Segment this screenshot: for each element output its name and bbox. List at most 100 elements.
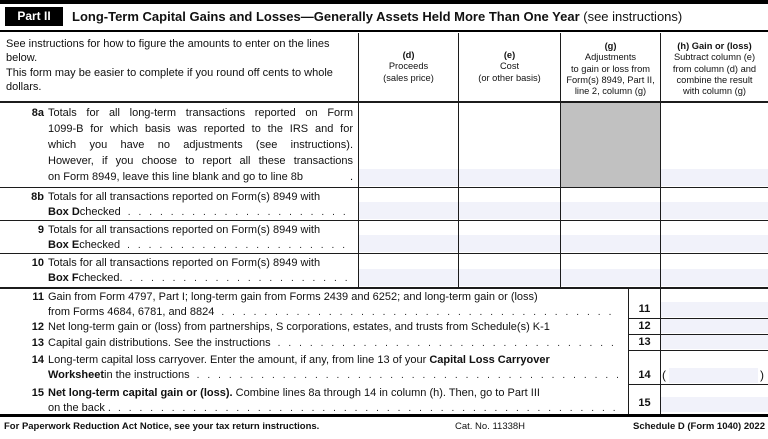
row-15-bold: Net long-term capital gain or (loss). [48,387,233,399]
grid-hline-12 [628,334,768,335]
column-header-e: (e) Cost (or other basis) [459,50,560,84]
row-10-dot-leader: . . . . . . . . . . . . . . . . . . . . … [129,273,349,284]
grid-vline-linenum-left [628,288,629,414]
grid-vline-d [358,33,359,288]
column-header-d: (d) Proceeds (sales price) [359,50,458,84]
row-13-line-box: 13 [638,336,651,348]
row-15-number: 15 [31,387,44,399]
amount-input-14[interactable] [669,368,758,383]
row-10-line2: Box F checked. . . . . . . . . . . . . . … [48,271,353,286]
part-title-text: Long-Term Capital Gains and Losses—Gener… [72,9,580,24]
amount-input-11[interactable] [661,302,768,317]
amount-input-10-cost[interactable] [459,269,560,286]
row-8a-line4: However, if you choose to report all the… [48,154,353,167]
grid-hline-11 [628,318,768,319]
amount-input-10-gain-loss[interactable] [661,269,768,286]
row-13-line1: Capital gain distributions. See the inst… [48,336,624,351]
row-10-line1: Totals for all transactions reported on … [48,257,321,269]
part-ii-badge: Part II [5,7,63,26]
row-11-line2: from Forms 4684, 6781, and 8824 . . . . .… [48,305,624,320]
amount-input-8a-gain-loss[interactable] [661,169,768,186]
row-9-number: 9 [37,224,44,236]
top-rule [0,0,768,4]
amount-input-9-cost[interactable] [459,235,560,252]
amount-input-10-adjustments[interactable] [561,269,660,286]
row-9-dot-leader: . . . . . . . . . . . . . . . . . . . . … [127,240,349,251]
row-8b-line2: Box D checked . . . . . . . . . . . . . .… [48,205,353,220]
column-header-g: (g) Adjustments to gain or loss from For… [561,41,660,97]
amount-input-8b-cost[interactable] [459,202,560,219]
row-9-box-label: Box E [48,239,80,251]
grid-hline-8b [0,220,768,221]
row-14-dot-leader: . . . . . . . . . . . . . . . . . . . . … [196,370,620,381]
row-12-line1: Net long-term gain or (loss) from partne… [48,321,550,333]
row-8b-box-label: Box D [48,206,80,218]
row-12-number: 12 [31,321,44,333]
row-8a-line2: 1099-B for which basis was reported to t… [48,122,353,135]
row-15-line-box: 15 [638,397,651,409]
amount-input-15[interactable] [661,397,768,412]
grid-hline-8a [0,187,768,188]
part-title-note: (see instructions) [579,9,683,24]
shaded-cell-8a-adjustments [561,102,660,187]
grid-vline-g [560,33,561,288]
row-8b-dot-leader: . . . . . . . . . . . . . . . . . . . . … [127,207,349,218]
row-15-line2: on the back . . . . . . . . . . . . . . .… [48,401,624,416]
amount-input-8b-adjustments[interactable] [561,202,660,219]
amount-input-12[interactable] [661,319,768,333]
row-10-box-label: Box F [48,272,79,284]
row-8a-line5-text: on Form 8949, leave this line blank and … [48,170,303,183]
column-header-h: (h) Gain or (loss) Subtract column (e) f… [661,41,768,97]
footer-catalog-number: Cat. No. 11338H [454,421,526,432]
amount-input-8b-proceeds[interactable] [359,202,458,219]
bottom-rule [0,414,768,417]
row-13-dot-leader: . . . . . . . . . . . . . . . . . . . . … [277,338,620,349]
amount-input-9-proceeds[interactable] [359,235,458,252]
row-10-number: 10 [31,257,44,269]
row-11-line1: Gain from Form 4797, Part I; long-term g… [48,291,538,303]
row-14-rest: in the instructions [104,369,190,381]
row-11-dot-leader: . . . . . . . . . . . . . . . . . . . . … [221,307,620,318]
amount-input-8a-cost[interactable] [459,169,560,186]
amount-input-9-adjustments[interactable] [561,235,660,252]
footer-paperwork-notice: For Paperwork Reduction Act Notice, see … [4,421,320,432]
row-15-dot-leader: . . . . . . . . . . . . . . . . . . . . … [118,403,620,414]
row-8a-text: Totals for all long-term transactions re… [48,106,353,185]
part-header-rule [0,30,768,32]
grid-vline-h [660,33,661,288]
row-11-number: 11 [32,291,44,303]
row-8a-end-dot: . [349,170,353,183]
amount-input-9-gain-loss[interactable] [661,235,768,252]
row-8a-number: 8a [31,107,44,119]
paren-open-14: ( [662,368,666,382]
row-9-line1: Totals for all transactions reported on … [48,224,321,236]
row-9-rest: checked [79,239,121,251]
row-14-line-box: 14 [638,369,651,381]
amount-input-8b-gain-loss[interactable] [661,202,768,219]
row-14-number: 14 [31,354,44,366]
column-d-desc: Proceeds (sales price) [383,61,434,83]
grid-hline-10 [0,287,768,289]
amount-input-10-proceeds[interactable] [359,269,458,286]
row-10-rest: checked. [78,272,123,284]
row-14-line1: Long-term capital loss carryover. Enter … [48,353,626,368]
row-8b-line1: Totals for all transactions reported on … [48,191,321,203]
header-instructions-2: This form may be easier to complete if y… [6,67,333,93]
footer-form-id: Schedule D (Form 1040) 2022 [633,421,765,432]
amount-input-8a-proceeds[interactable] [359,169,458,186]
row-15-line2-text: on the back . [48,402,111,414]
row-8a-line5: on Form 8949, leave this line blank and … [48,170,353,186]
grid-hline-9 [0,253,768,254]
grid-hline-14 [628,384,768,385]
row-11-line2-text: from Forms 4684, 6781, and 8824 [48,306,215,318]
row-15-line1: Net long-term capital gain or (loss). Co… [48,386,626,401]
column-d-code: (d) [402,50,415,60]
amount-input-13[interactable] [661,335,768,349]
grid-hline-13 [628,350,768,351]
column-g-code: (g) [604,41,617,51]
header-instructions-1: See instructions for how to figure the a… [6,38,330,64]
grid-vline-e [458,33,459,288]
column-e-code: (e) [503,50,516,60]
column-h-desc: Subtract column (e) from column (d) and … [672,52,757,97]
